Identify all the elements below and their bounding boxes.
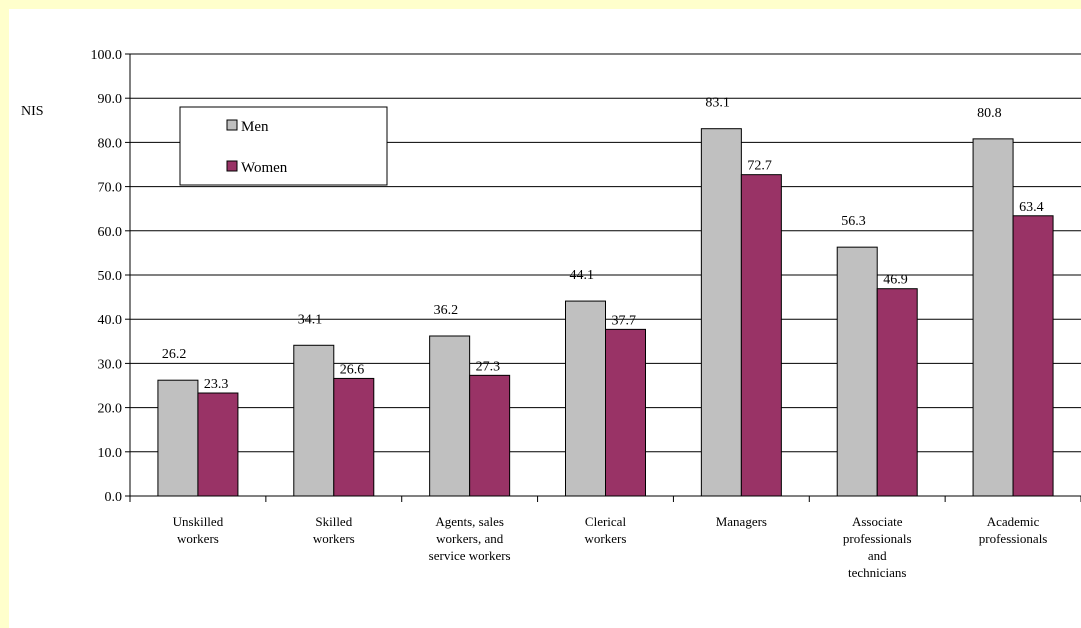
legend-label-men: Men	[241, 119, 269, 135]
bar-men-5	[837, 247, 877, 496]
y-tick-label: 100.0	[91, 48, 123, 63]
bar-men-6	[973, 139, 1013, 496]
y-tick-label: 20.0	[98, 402, 123, 417]
y-tick-label: 40.0	[98, 313, 123, 328]
data-label-women-5: 46.9	[883, 273, 908, 288]
category-label-3: Clerical workers	[585, 514, 627, 546]
data-label-women-2: 27.3	[476, 359, 501, 374]
bar-men-4	[701, 129, 741, 496]
bar-men-1	[294, 345, 334, 496]
y-tick-label: 30.0	[98, 357, 123, 372]
bar-men-3	[566, 301, 606, 496]
data-label-men-5: 56.3	[841, 214, 866, 229]
y-tick-label: 10.0	[98, 446, 123, 461]
legend-swatch-men	[227, 120, 237, 130]
legend: Men Women	[180, 107, 391, 189]
category-label-6: Academic professionals	[979, 514, 1048, 546]
category-label-2: Agents, sales workers, and service workers	[429, 514, 511, 563]
data-label-women-4: 72.7	[747, 159, 772, 174]
y-axis-title: NIS	[21, 104, 44, 119]
y-tick-label: 70.0	[98, 181, 123, 196]
y-tick-label: 60.0	[98, 225, 123, 240]
category-label-5: Associate professionals and technicians	[843, 514, 912, 580]
data-label-men-6: 80.8	[977, 106, 1002, 121]
data-label-men-3: 44.1	[570, 268, 595, 283]
y-tick-labels: 0.0 10.0 20.0 30.0 40.0 50.0 60.0 70.0 80.0 90.0 1…	[91, 48, 123, 505]
y-tick-label: 0.0	[105, 490, 123, 505]
data-label-men-2: 36.2	[434, 303, 459, 318]
category-label-1: Skilled workers	[313, 514, 355, 546]
data-label-women-6: 63.4	[1019, 200, 1044, 215]
data-label-men-4: 83.1	[705, 96, 730, 111]
data-label-men-1: 34.1	[298, 312, 323, 327]
bar-women-1	[334, 378, 374, 496]
bar-women-6	[1013, 216, 1053, 496]
y-tick-label: 80.0	[98, 136, 123, 151]
bar-women-0	[198, 393, 238, 496]
bar-chart: 0.0 10.0 20.0 30.0 40.0 50.0 60.0 70.0 80.0 90.0 1…	[9, 9, 1081, 628]
bar-men-2	[430, 336, 470, 496]
data-label-women-0: 23.3	[204, 377, 229, 392]
category-labels: Unskilled workers Skilled workers Agents, sa…	[173, 514, 1048, 580]
category-label-0: Unskilled workers	[173, 514, 224, 546]
y-tick-label: 90.0	[98, 92, 123, 107]
category-label-4: Managers	[716, 514, 767, 529]
data-label-men-0: 26.2	[162, 347, 187, 362]
legend-label-women: Women	[241, 160, 288, 176]
chart-area: 0.0 10.0 20.0 30.0 40.0 50.0 60.0 70.0 80.0 90.0 1…	[9, 9, 1081, 628]
legend-swatch-women	[227, 161, 237, 171]
bar-women-2	[470, 375, 510, 496]
data-label-women-1: 26.6	[340, 362, 365, 377]
bar-men-0	[158, 380, 198, 496]
bar-women-4	[741, 175, 781, 496]
y-tick-label: 50.0	[98, 269, 123, 284]
bar-women-5	[877, 289, 917, 496]
data-label-women-3: 37.7	[612, 313, 637, 328]
bar-women-3	[606, 329, 646, 496]
